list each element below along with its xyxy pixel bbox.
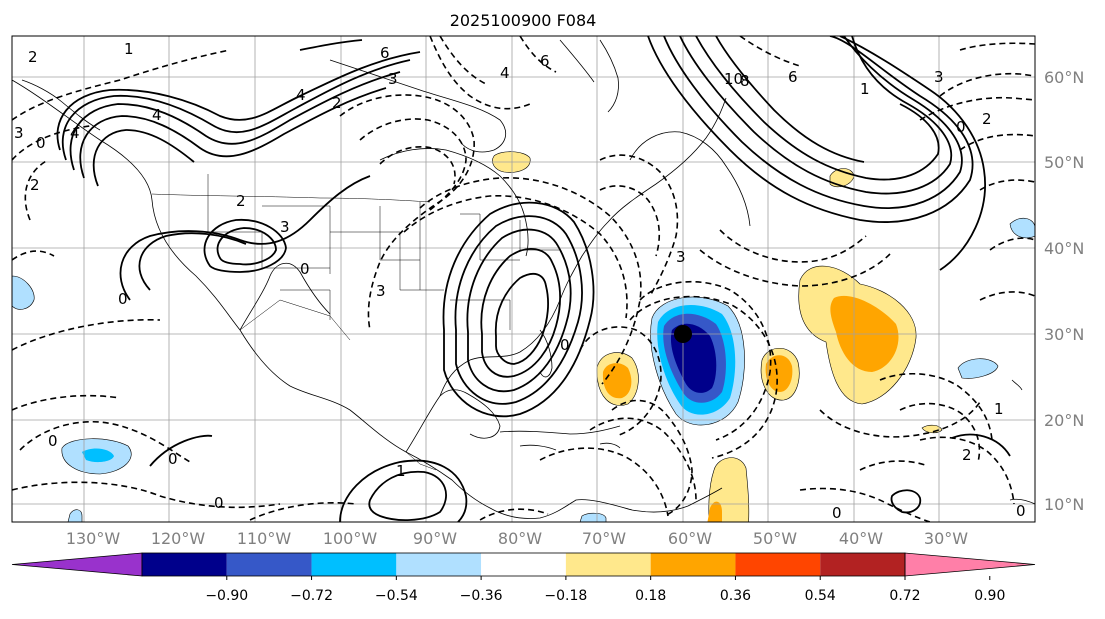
graticule [12,36,1035,522]
colorbar-segment [226,553,312,576]
colorbar-tick-label: 0.72 [889,588,920,604]
colorbar-segment [396,553,482,576]
colorbar-tick-label: −0.72 [290,588,333,604]
lon-label: 50°W [753,529,797,548]
contour-label: 0 [118,290,128,308]
contour-label: 2 [236,192,246,210]
colorbar-tick-label: −0.36 [460,588,503,604]
lon-label: 100°W [323,529,378,548]
lon-label: 130°W [66,529,121,548]
colorbar-tick-label: 0.18 [635,588,666,604]
contour-label: 2 [30,176,40,194]
contour-label: 2 [28,48,38,66]
map-panel: 2 1 6 4 4 4 6 4 3 2 0 3 2 0 3 2 3 10 8 6 [12,36,1035,522]
contour-label: 6 [788,68,798,86]
contour-label: 0 [832,504,842,522]
solid-contours [56,36,1011,522]
contour-label: 6 [380,44,390,62]
map-frame [11,35,1036,523]
longitude-labels: 130°W 120°W 110°W 100°W 90°W 80°W 70°W 6… [66,529,968,548]
contour-label: 3 [934,68,944,86]
colorbar-extension-low [11,552,143,577]
coastlines [12,39,1035,519]
lon-label: 60°W [668,529,712,548]
contour-label: 0 [956,118,966,136]
contour-label: 0 [48,432,58,450]
colorbar-segment [565,553,651,576]
contour-label: 0 [560,336,570,354]
lon-label: 90°W [413,529,457,548]
contour-labels: 2 1 6 4 4 4 6 4 3 2 0 3 2 0 3 2 3 10 8 6 [14,40,1026,522]
contour-label: 3 [676,248,686,266]
contour-label: 1 [396,462,406,480]
colorbar-tick-label: −0.54 [375,588,418,604]
contour-label: 0 [214,494,224,512]
contour-label: 0 [1016,502,1026,520]
colorbar-segment [735,553,821,576]
contour-label: 4 [152,106,162,124]
colorbar-segment [820,553,905,576]
lon-label: 80°W [498,529,542,548]
lat-label: 40°N [1044,239,1084,258]
contour-label: 10 [724,70,743,88]
colorbar-segment [481,553,566,576]
contour-label: 8 [740,72,750,90]
contour-label: 4 [500,64,510,82]
contour-label: 0 [36,134,46,152]
latitude-labels: 60°N 50°N 40°N 30°N 20°N 10°N [1044,68,1084,514]
contour-label: 0 [300,260,310,278]
colorbar: −0.90 −0.72 −0.54 −0.36 −0.18 0.18 0.36 0.54 0.7… [11,552,1036,604]
colorbar-extension-high [904,552,1036,577]
colorbar-tick-label: −0.90 [205,588,248,604]
colorbar-segment [650,553,736,576]
contour-label: 2 [982,110,992,128]
contour-label: 3 [14,124,24,142]
colorbar-segment [311,553,397,576]
contour-label: 3 [280,218,290,236]
lat-label: 10°N [1044,495,1084,514]
contour-label: 2 [962,446,972,464]
lat-label: 30°N [1044,325,1084,344]
contour-label: 3 [388,70,398,88]
colorbar-tick-label: −0.18 [544,588,587,604]
colorbar-tick-label: 0.36 [720,588,751,604]
contour-label: 6 [540,52,550,70]
colorbar-segment [142,553,227,576]
lat-label: 50°N [1044,153,1084,172]
map-title: 2025100900 F084 [450,11,597,30]
contour-label: 0 [168,450,178,468]
contour-label: 1 [124,40,134,58]
contour-label: 2 [332,94,342,112]
lat-label: 60°N [1044,68,1084,87]
lon-label: 120°W [151,529,206,548]
contour-label: 1 [860,80,870,98]
lon-label: 70°W [582,529,626,548]
lon-label: 110°W [237,529,292,548]
colorbar-tick-label: 0.90 [974,588,1005,604]
lon-label: 40°W [839,529,883,548]
colorbar-tick-label: 0.54 [805,588,836,604]
lon-label: 30°W [924,529,968,548]
contour-label: 4 [296,86,306,104]
contour-label: 3 [376,282,386,300]
lat-label: 20°N [1044,411,1084,430]
contour-label: 1 [994,400,1004,418]
storm-center-marker [674,325,692,343]
contour-label: 4 [70,124,80,142]
dashed-contours [12,36,1035,522]
colorbar-frame [141,552,906,577]
